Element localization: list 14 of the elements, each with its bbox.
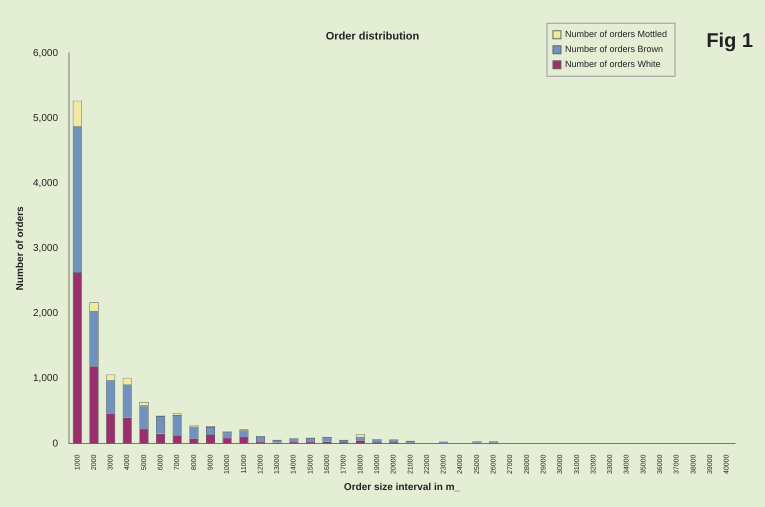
x-axis-title: Order size interval in m_ bbox=[344, 482, 461, 493]
y-axis-title: Number of orders bbox=[14, 206, 26, 290]
chart-title: Order distribution bbox=[326, 30, 420, 43]
y-tick-label: 0 bbox=[52, 438, 58, 450]
caption: Fig 1 bbox=[706, 30, 753, 53]
legend-label: Number of orders Brown bbox=[564, 44, 664, 54]
y-tick-label: 3,000 bbox=[32, 243, 58, 254]
y-tick-label: 1,000 bbox=[32, 373, 58, 384]
legend-label: Number of orders Mottled bbox=[564, 29, 668, 40]
y-tick-label: 4,000 bbox=[32, 178, 58, 190]
legend-label: Number of orders White bbox=[564, 59, 661, 70]
y-tick-label: 2,000 bbox=[32, 308, 58, 320]
y-tick-label: 6,000 bbox=[32, 48, 58, 59]
y-tick-label: 5,000 bbox=[32, 113, 58, 124]
